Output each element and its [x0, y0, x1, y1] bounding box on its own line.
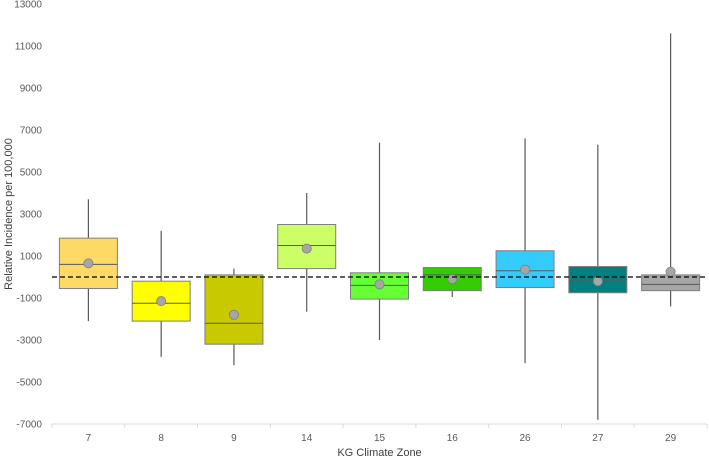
y-tick-label: 11000 — [15, 42, 43, 53]
x-tick-label: 7 — [86, 433, 92, 444]
box-16 — [422, 267, 482, 297]
mean-marker — [228, 309, 239, 320]
mean-marker — [447, 274, 458, 285]
box-14 — [277, 193, 337, 312]
y-tick-label: 5000 — [20, 168, 43, 179]
y-tick-label: -7000 — [16, 420, 42, 431]
mean-marker — [156, 296, 167, 307]
x-tick-label: 8 — [158, 433, 164, 444]
box-8 — [131, 230, 191, 357]
mean-marker — [665, 266, 676, 277]
x-tick-label: 16 — [447, 433, 459, 444]
mean-marker — [83, 258, 94, 269]
mean-marker — [374, 279, 385, 290]
y-tick-label: 1000 — [20, 252, 43, 263]
x-axis: 7 8 9 14 15 16 26 27 29 — [51, 424, 708, 444]
y-tick-label: -5000 — [16, 378, 42, 389]
box-29 — [641, 33, 701, 307]
x-tick-label: 9 — [231, 433, 237, 444]
y-tick-label: -1000 — [16, 294, 42, 305]
mean-marker — [520, 264, 531, 275]
y-tick-label: 13000 — [14, 0, 42, 11]
box-15 — [350, 142, 409, 340]
x-axis-title: KG Climate Zone — [337, 447, 421, 459]
y-axis: -7000 -5000 -3000 -1000 1000 3000 5000 7000 9000… — [14, 0, 42, 431]
mean-marker — [301, 243, 312, 254]
y-tick-label: 3000 — [20, 210, 43, 221]
mean-marker — [592, 276, 603, 287]
y-axis-title: Relative Incidence per 100,000 — [3, 138, 15, 290]
x-tick-label: 14 — [301, 433, 313, 444]
y-tick-label: 7000 — [20, 126, 43, 137]
y-tick-label: 9000 — [20, 84, 43, 95]
box-iqr — [204, 274, 264, 345]
boxes-group — [58, 33, 701, 420]
box-7 — [58, 199, 118, 322]
box-9 — [204, 268, 264, 366]
x-tick-label: 26 — [519, 433, 531, 444]
box-27 — [568, 144, 628, 420]
y-tick-label: -3000 — [16, 336, 42, 347]
x-tick-label: 27 — [592, 433, 604, 444]
x-tick-label: 15 — [374, 433, 386, 444]
box-26 — [495, 138, 555, 364]
x-tick-label: 29 — [665, 433, 677, 444]
